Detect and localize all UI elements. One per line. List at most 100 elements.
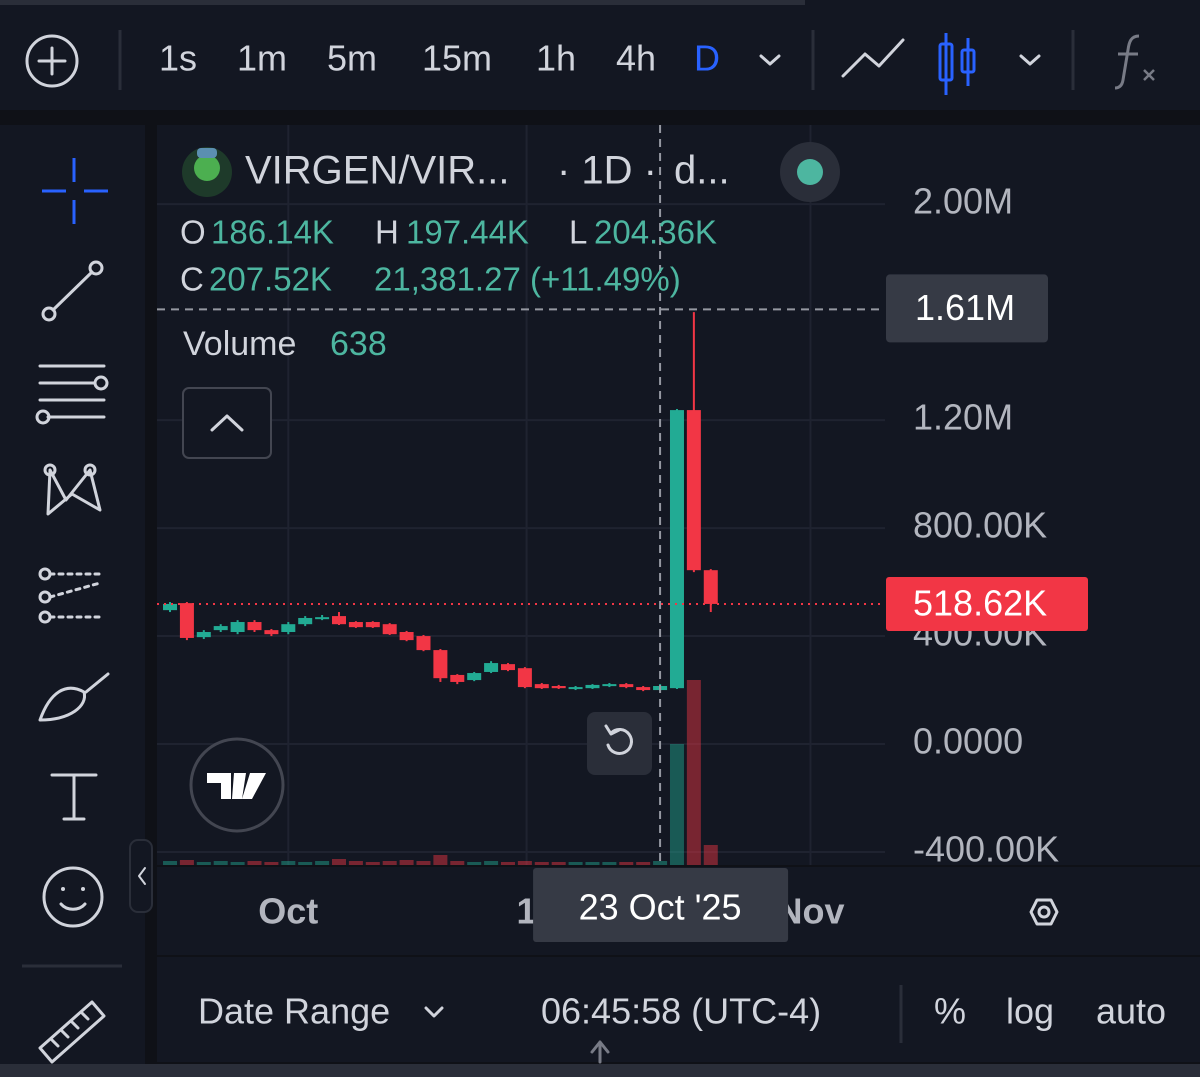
candle-body [416,636,431,651]
volume-bar [517,861,532,865]
indicators-button[interactable] [1114,34,1155,90]
candle-body [484,663,499,672]
candle-body [585,684,600,689]
auto-toggle[interactable]: auto [1096,991,1166,1032]
interval-active[interactable]: D [694,38,720,79]
change: 21,381.27 (+11.49%) [374,261,681,298]
interval[interactable]: 15m [422,38,492,79]
ruler-tool[interactable] [38,1000,106,1064]
volume-bar [484,861,499,865]
interval[interactable]: 1s [159,38,197,79]
y-tick-label: 800.00K [913,505,1047,546]
candle-body [636,687,651,691]
candle-body [365,622,380,628]
plot-area [157,125,885,865]
volume-bar [450,861,465,865]
candle-body [534,684,549,689]
emoji-tool[interactable] [42,866,104,928]
volume-bar [433,855,448,865]
add-button[interactable] [25,34,79,88]
volume-bar [196,862,211,865]
volume-bar [399,860,414,865]
prediction-tool[interactable] [38,567,102,624]
collapse-legend[interactable] [182,387,272,459]
x-tick-label: Oct [258,891,318,932]
candle-body [298,617,313,625]
symbol-exchange: d... [674,149,730,193]
clock[interactable]: 06:45:58 (UTC-4) [541,991,821,1032]
candle-body [281,624,296,633]
volume-bar [653,861,668,865]
interval[interactable]: 4h [616,38,656,79]
candle-body [315,617,330,620]
volume-bar [315,861,330,865]
volume-bar [365,862,380,865]
candle-body [230,622,245,633]
percent-toggle[interactable]: % [934,991,966,1032]
top-toolbar [0,0,1200,110]
candle-body [264,630,279,635]
volume-bar [348,861,363,865]
candle-body [703,570,718,604]
bottom-bar [157,957,1200,1062]
candle-body [179,603,194,638]
line-chart-button[interactable] [841,38,905,78]
last-price-label: 518.62K [913,583,1047,624]
interval[interactable]: 1h [536,38,576,79]
interval[interactable]: 5m [327,38,377,79]
candle-body [399,632,414,641]
volume-bar [230,862,245,865]
candle-body [348,622,363,628]
reset-button[interactable] [587,712,652,775]
interval-menu[interactable] [759,54,781,66]
date-range[interactable]: Date Range [198,991,390,1032]
ohlc-key: C [180,261,204,298]
fib-tool[interactable] [35,364,109,425]
volume-bar [163,861,178,865]
volume-bar [382,861,397,865]
date-range-menu[interactable] [424,1006,444,1018]
ohlc-value: 197.44K [406,214,529,251]
volume-bar [281,861,296,865]
ohlc-key: L [569,214,587,251]
candle-body [450,674,465,682]
y-tick-label: -400.00K [913,829,1059,870]
candle-body [467,673,482,681]
candle-body [517,668,532,688]
volume-bar [703,845,718,865]
crosshair-x-box [533,868,789,942]
crosshair-y-label: 1.61M [915,287,1015,328]
crosshair-tool[interactable] [42,158,108,224]
ohlc-value: 186.14K [211,214,334,251]
volume-bar [213,861,228,865]
x-tick-label: 1 [517,891,537,932]
candle-body [163,603,178,611]
trendline-tool[interactable] [41,260,104,322]
candle-chart-button[interactable] [938,33,976,95]
candle-body [568,687,583,690]
crosshair-y-box [886,274,1048,343]
symbol-name[interactable]: VIRGEN/VIR... [245,149,510,193]
volume-bar [179,860,194,865]
volume-value: 638 [330,325,387,363]
log-toggle[interactable]: log [1006,991,1054,1032]
ohlc-key: O [180,214,206,251]
interval[interactable]: 1m [237,38,287,79]
candle-body [332,616,346,625]
candle-body [213,626,228,631]
candle-body [247,622,262,631]
pattern-tool[interactable] [43,463,102,516]
candle-body [602,684,617,687]
volume-bar [298,862,313,865]
axis-settings[interactable] [1029,898,1059,926]
text-tool[interactable] [50,773,98,821]
brush-tool[interactable] [38,672,110,722]
tradingview-logo[interactable] [189,737,285,833]
volume-bar [619,862,634,865]
market-status[interactable] [797,159,823,185]
x-crosshair-tooltip: 23 Oct '25 [533,868,789,942]
chart-type-menu[interactable] [1019,54,1041,66]
y-tick-label: 1.20M [913,397,1013,438]
handle [590,1040,610,1064]
collapse-toolbar[interactable] [129,839,153,913]
